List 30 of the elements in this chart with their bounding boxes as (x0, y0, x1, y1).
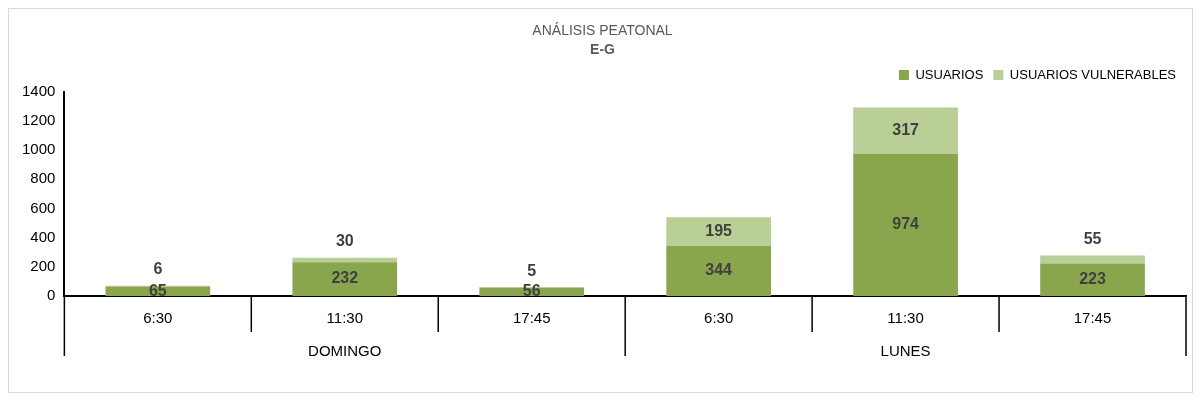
legend-label: USUARIOS VULNERABLES (1009, 66, 1177, 82)
data-label: 6 (153, 260, 163, 278)
data-label: 974 (892, 215, 920, 233)
data-label: 55 (1083, 229, 1102, 247)
y-tick-label: 0 (47, 286, 56, 304)
chart-title: ANÁLISIS PEATONAL (532, 22, 673, 39)
y-tick-label: 600 (30, 198, 56, 216)
x-tick-label: 6:30 (704, 309, 734, 327)
data-label: 5 (527, 261, 537, 279)
y-tick-label: 400 (30, 227, 56, 245)
y-tick-label: 200 (30, 256, 56, 274)
data-label: 317 (892, 121, 920, 139)
x-tick-label: 11:30 (887, 309, 924, 327)
x-tick-label: 17:45 (1073, 309, 1112, 327)
text: LUNES (880, 342, 931, 360)
data-label: 232 (331, 269, 359, 287)
data-label: 195 (705, 221, 733, 239)
x-tick-label: 11:30 (326, 309, 363, 327)
text: DOMINGO (308, 342, 382, 360)
data-label: 30 (335, 232, 354, 250)
y-tick-label: 1400 (21, 81, 56, 99)
chart-subtitle: E-G (590, 41, 616, 58)
data-label: 344 (705, 261, 733, 279)
x-tick-label: 6:30 (143, 309, 173, 327)
x-tick-label: 17:45 (512, 309, 551, 327)
y-tick-label: 1200 (21, 110, 56, 128)
data-label: 223 (1079, 270, 1106, 288)
legend-label: USUARIOS (915, 66, 984, 82)
y-tick-label: 800 (30, 169, 56, 187)
y-tick-label: 1000 (21, 140, 56, 158)
